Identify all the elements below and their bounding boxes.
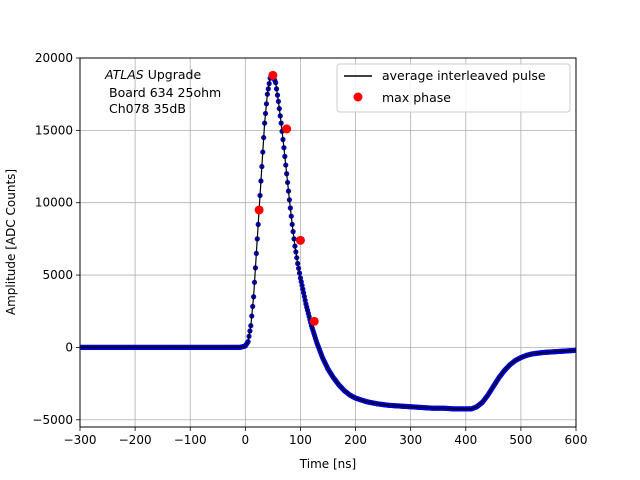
x-tick-label: 400 <box>454 433 477 447</box>
plot-data <box>80 70 576 412</box>
legend-box <box>336 63 571 113</box>
annotation-line-3: Ch078 35dB <box>109 101 186 116</box>
x-tick-label: 500 <box>509 433 532 447</box>
x-tick-label: −300 <box>64 433 97 447</box>
x-tick-label: 200 <box>344 433 367 447</box>
axis-ticks: −300 −200 −100 0 100 200 300 400 500 600 −5000 0 500… <box>32 51 587 447</box>
legend-label-max-phase: max phase <box>382 90 451 105</box>
legend-label-average-pulse: average interleaved pulse <box>382 68 546 83</box>
annotation-line-1: ATLAS Upgrade <box>104 67 201 82</box>
y-tick-label: 0 <box>65 340 73 354</box>
max-phase-point <box>268 70 278 80</box>
average-pulse-line <box>80 74 576 410</box>
y-tick-label: 15000 <box>35 123 73 137</box>
max-phase-point <box>254 205 264 215</box>
y-tick-label: 5000 <box>42 268 73 282</box>
annotation-line-2: Board 634 25ohm <box>109 85 221 100</box>
legend-marker-swatch <box>353 92 363 102</box>
annotation: ATLAS Upgrade Board 634 25ohm Ch078 35dB <box>104 67 221 116</box>
legend: average interleaved pulse max phase <box>336 63 571 113</box>
annotation-atlas: ATLAS <box>104 67 144 82</box>
max-phase-point <box>295 235 305 245</box>
plot-area <box>80 70 576 412</box>
x-tick-label: 300 <box>399 433 422 447</box>
x-tick-label: −100 <box>174 433 207 447</box>
x-tick-label: −200 <box>119 433 152 447</box>
y-tick-label: 10000 <box>35 196 73 210</box>
y-tick-label: 20000 <box>35 51 73 65</box>
x-tick-label: 600 <box>565 433 588 447</box>
max-phase-point <box>282 124 292 134</box>
x-axis-label: Time [ns] <box>299 457 356 471</box>
plot-frame <box>79 57 577 428</box>
x-tick-label: 0 <box>242 433 250 447</box>
annotation-upgrade: Upgrade <box>144 67 202 82</box>
y-tick-label: −5000 <box>32 413 73 427</box>
y-axis-label: Amplitude [ADC Counts] <box>4 169 18 315</box>
max-phase-point <box>309 316 319 326</box>
x-tick-label: 100 <box>289 433 312 447</box>
